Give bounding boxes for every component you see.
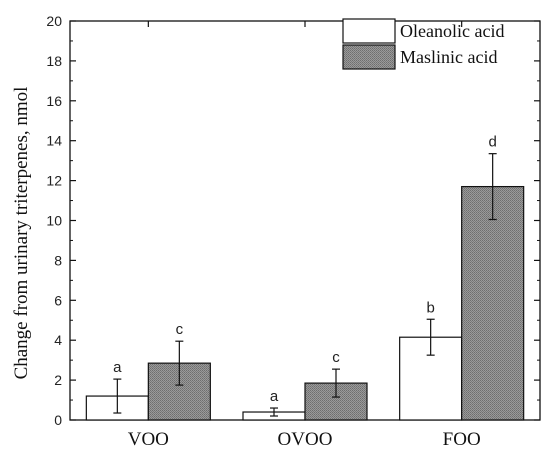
legend-swatch — [342, 18, 396, 44]
y-tick-label: 14 — [46, 133, 62, 149]
significance-letter: c — [332, 349, 340, 366]
legend: Oleanolic acid Maslinic acid — [342, 18, 504, 70]
y-tick-label: 12 — [46, 173, 62, 189]
legend-label: Maslinic acid — [400, 47, 497, 67]
significance-letter: a — [270, 388, 279, 405]
y-tick-label: 16 — [46, 93, 62, 109]
x-category-label: VOO — [128, 429, 169, 450]
y-axis-title: Change from urinary triterpenes, nmol — [11, 87, 32, 380]
x-category-label: FOO — [443, 429, 481, 450]
legend-swatch — [342, 44, 396, 70]
y-tick-label: 18 — [46, 53, 62, 69]
bar-maslinic — [461, 185, 525, 421]
y-tick-label: 6 — [54, 292, 62, 308]
y-tick-label: 2 — [54, 372, 62, 388]
y-tick-label: 10 — [46, 213, 62, 229]
y-tick-label: 8 — [54, 252, 62, 268]
y-tick-label: 4 — [54, 332, 62, 348]
significance-letter: d — [488, 134, 496, 151]
y-tick-label: 20 — [46, 13, 62, 29]
x-category-label: OVOO — [278, 429, 333, 450]
significance-letter: c — [176, 321, 184, 338]
significance-letter: a — [113, 359, 122, 376]
significance-letter: b — [426, 299, 434, 316]
plot-area: 0 2 4 6 8 10 12 14 16 18 20 VOO a c OVOO a c FOO b d — [46, 13, 541, 450]
y-tick-label: 0 — [54, 412, 62, 428]
legend-label: Oleanolic acid — [400, 21, 504, 41]
